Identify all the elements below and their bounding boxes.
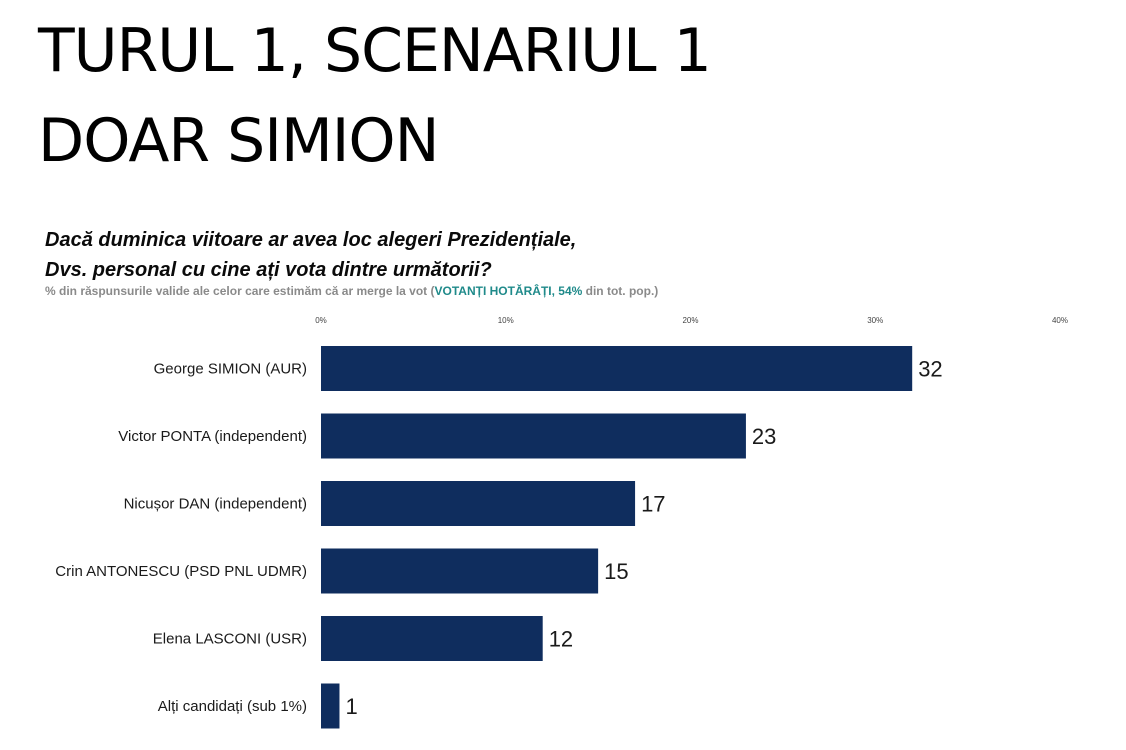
data-label: 15	[604, 559, 628, 584]
category-label: George SIMION (AUR)	[154, 361, 307, 378]
data-label: 32	[918, 357, 942, 382]
data-label: 1	[345, 694, 357, 719]
slide-title-line2: DOAR SIMION	[38, 106, 440, 176]
x-tick-label: 30%	[867, 316, 883, 325]
bar	[321, 481, 636, 526]
x-tick-label: 10%	[498, 316, 514, 325]
category-label: Nicușor DAN (independent)	[124, 496, 307, 513]
chart-subtitle: % din răspunsurile valide ale celor care…	[45, 284, 658, 298]
x-axis-ticks: 0% 10% 20% 30% 40%	[315, 316, 1068, 325]
category-label: Elena LASCONI (USR)	[153, 631, 307, 648]
bar	[321, 548, 599, 594]
subtitle-suffix: din tot. pop.)	[582, 284, 659, 298]
x-tick-label: 40%	[1052, 316, 1068, 325]
survey-question-line1: Dacă duminica viitoare ar avea loc alege…	[45, 229, 577, 251]
bars-group	[321, 346, 913, 729]
bar	[321, 683, 340, 729]
category-label: Victor PONTA (independent)	[118, 428, 307, 445]
data-label: 23	[752, 424, 776, 449]
survey-question-line2: Dvs. personal cu cine ați vota dintre ur…	[45, 259, 492, 281]
subtitle-highlight: VOTANȚI HOTĂRÂȚI, 54%	[434, 284, 583, 298]
survey-question: Dacă duminica viitoare ar avea loc alege…	[45, 225, 576, 285]
x-tick-label: 0%	[315, 316, 327, 325]
category-label: Alți candidați (sub 1%)	[158, 698, 307, 715]
category-label: Crin ANTONESCU (PSD PNL UDMR)	[55, 563, 307, 580]
slide-title: TURUL 1, SCENARIUL 1 DOAR SIMION	[38, 6, 712, 186]
x-tick-label: 20%	[682, 316, 698, 325]
category-labels: George SIMION (AUR) Victor PONTA (indepen…	[55, 361, 307, 716]
data-label: 12	[549, 627, 573, 652]
slide-title-line1: TURUL 1, SCENARIUL 1	[38, 16, 712, 86]
bar	[321, 346, 913, 391]
value-labels: 32 23 17 15 12 1	[345, 357, 942, 720]
data-label: 17	[641, 492, 665, 517]
bar	[321, 413, 746, 459]
subtitle-prefix: % din răspunsurile valide ale celor care…	[45, 284, 435, 298]
bar	[321, 616, 543, 661]
